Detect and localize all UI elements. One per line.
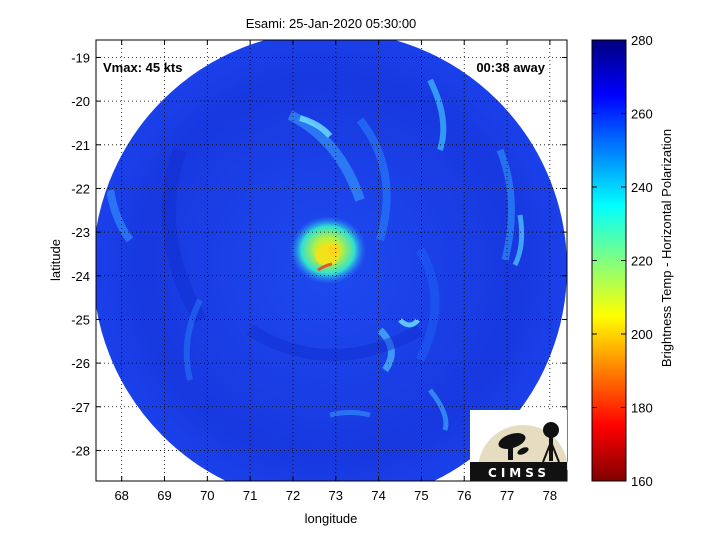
y-axis: -19 -20 -21 -22 -23 -24 -25 -26 -27 -28: [71, 50, 567, 458]
colorbar-ticks: 160 180 200 220 240 260 280: [592, 33, 653, 489]
cimss-logo-text: CIMSS: [488, 466, 550, 480]
x-axis-label: longitude: [305, 511, 358, 526]
y-tick-label: -19: [71, 50, 90, 65]
y-tick-label: -22: [71, 181, 90, 196]
water-tower-icon: [542, 422, 560, 463]
colorbar-tick-label: 260: [631, 107, 653, 122]
x-tick-label: 70: [200, 488, 214, 503]
cimss-logo: CIMSS: [470, 410, 568, 481]
time-away-label: 00:38 away: [476, 60, 545, 75]
y-axis-label: latitude: [48, 239, 63, 281]
y-tick-label: -20: [71, 94, 90, 109]
x-tick-label: 76: [457, 488, 471, 503]
x-tick-label: 71: [243, 488, 257, 503]
y-tick-label: -24: [71, 269, 90, 284]
gridlines: [96, 40, 567, 481]
plot-title: Esami: 25-Jan-2020 05:30:00: [246, 16, 417, 31]
colorbar-tick-label: 180: [631, 401, 653, 416]
x-tick-label: 72: [286, 488, 300, 503]
x-tick-label: 74: [371, 488, 385, 503]
y-tick-label: -27: [71, 400, 90, 415]
y-tick-label: -25: [71, 312, 90, 327]
y-tick-label: -26: [71, 356, 90, 371]
cloud-bands: [106, 78, 525, 431]
y-tick-label: -23: [71, 225, 90, 240]
x-tick-label: 78: [543, 488, 557, 503]
colorbar-tick-label: 220: [631, 254, 653, 269]
satellite-dish-icon: [498, 433, 529, 460]
microwave-image: [96, 40, 567, 481]
x-tick-label: 73: [329, 488, 343, 503]
plot-border: [95, 39, 568, 482]
colorbar: [591, 39, 627, 482]
colorbar-tick-label: 160: [631, 474, 653, 489]
x-tick-label: 69: [157, 488, 171, 503]
x-tick-label: 68: [114, 488, 128, 503]
colorbar-label: Brightness Temp - Horizontal Polarizatio…: [659, 129, 674, 367]
colorbar-tick-label: 280: [631, 33, 653, 48]
x-tick-label: 75: [414, 488, 428, 503]
colorbar-tick-label: 240: [631, 180, 653, 195]
x-axis: 68 69 70 71 72 73 74 75 76 77 78: [114, 40, 557, 503]
y-tick-label: -28: [71, 443, 90, 458]
vmax-label: Vmax: 45 kts: [103, 60, 183, 75]
x-tick-label: 77: [500, 488, 514, 503]
colorbar-tick-label: 200: [631, 327, 653, 342]
y-tick-label: -21: [71, 138, 90, 153]
